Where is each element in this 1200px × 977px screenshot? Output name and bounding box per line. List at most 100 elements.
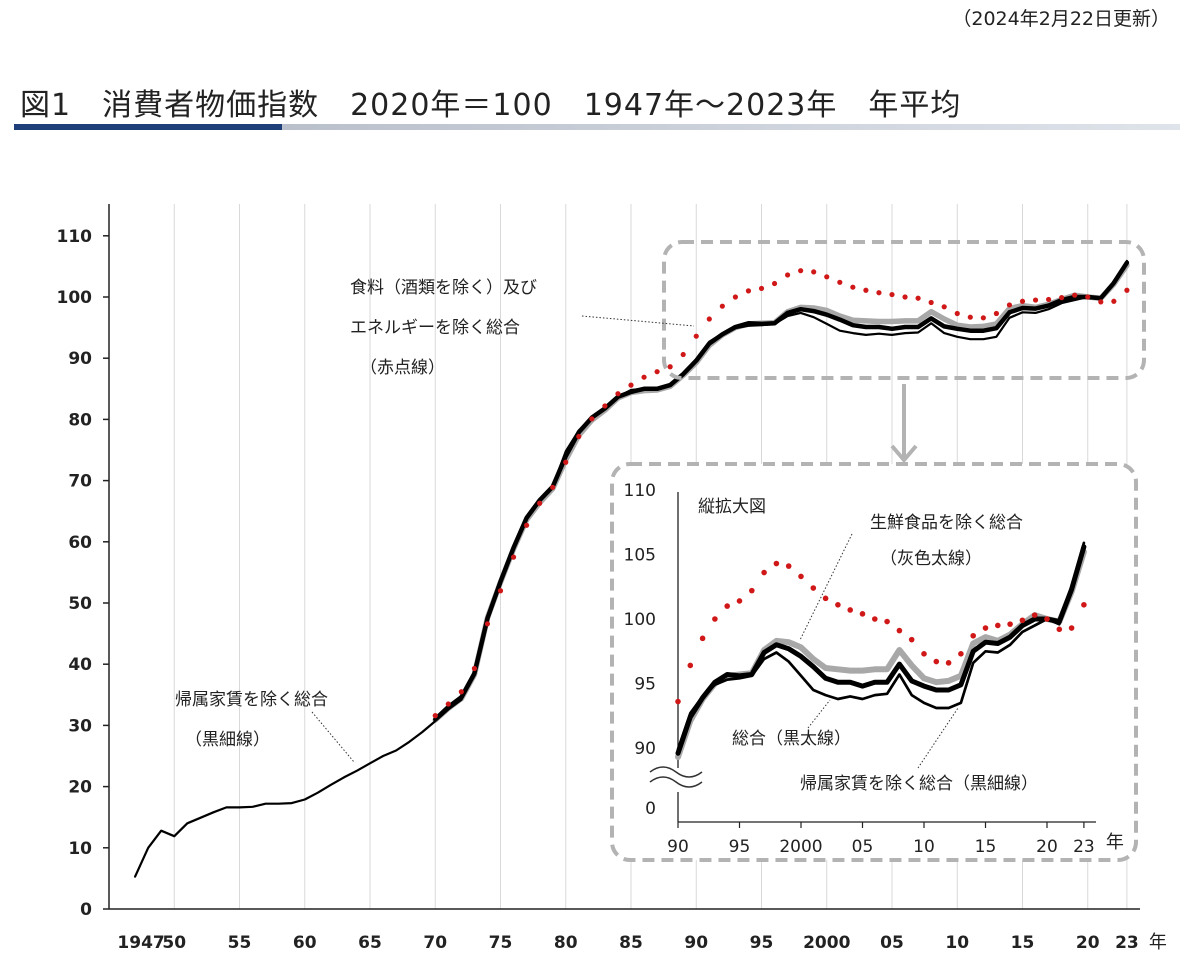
main-series-3-point-42 (980, 315, 986, 321)
inset-series-3-point-26 (749, 587, 755, 594)
inset-x-tick-label-5: 15 (975, 837, 997, 857)
main-series-3-point-43 (993, 310, 1000, 317)
inset-series-3-point-28 (773, 560, 780, 567)
main-series-3-point-35 (889, 291, 895, 298)
inset-x-tick-label-4: 10 (913, 837, 935, 857)
inset-series-3-point-52 (1068, 625, 1075, 631)
main-x-tick-label-14: 15 (1011, 933, 1035, 953)
inset-axis-break-upper (649, 766, 703, 778)
main-series-3-point-23 (732, 294, 739, 300)
main-series-3-point-0 (432, 713, 438, 719)
main-y-tick-label-5: 50 (68, 594, 92, 614)
inset-axis-break-lower (649, 776, 703, 788)
main-series-3-point-25 (758, 285, 765, 292)
main-series-3-point-17 (654, 369, 660, 375)
inset-series-3-point-21 (687, 662, 694, 669)
main-x-tick-label-16: 23 (1115, 933, 1139, 953)
zoom-source-box (662, 240, 1146, 380)
main-y-tick-label-11: 110 (57, 227, 93, 247)
inset-x-tick-label-3: 05 (852, 837, 874, 857)
inset-series-3-point-41 (933, 658, 940, 665)
inset-series-3-point-44 (970, 632, 976, 639)
main-x-tick-label-8: 85 (619, 933, 643, 953)
main-series-3-point-10 (563, 459, 569, 465)
main-series-3-point-8 (537, 500, 543, 506)
main-x-tick-label-4: 65 (358, 933, 382, 953)
main-x-tick-label-10: 95 (750, 933, 774, 953)
main-x-tick-label-7: 80 (554, 933, 578, 953)
inset-series-3-point-35 (859, 611, 866, 617)
main-series-3-point-19 (680, 351, 686, 358)
main-series-3-point-30 (824, 274, 830, 280)
inset-x-tick-label-2: 2000 (779, 837, 822, 857)
main-series-3-point-33 (863, 287, 869, 293)
main-series-0-line (134, 259, 1129, 878)
main-series-3-point-34 (876, 290, 882, 296)
main-x-tick-label-0: 1947 (117, 933, 164, 953)
inset-series-3-point-50 (1044, 616, 1050, 622)
main-series-3-point-41 (967, 314, 973, 320)
inset-series-3-point-31 (810, 585, 817, 591)
total-leader (807, 699, 831, 729)
main-x-tick-label-1: 50 (162, 933, 186, 953)
main-series-3-point-50 (1085, 294, 1091, 300)
main-x-tick-label-11: 2000 (803, 933, 850, 953)
main-series-3-point-22 (719, 303, 725, 309)
main-series-3-point-14 (615, 391, 621, 397)
inset-y-tick-label-1: 90 (634, 739, 656, 759)
main-series-3-point-48 (1059, 295, 1065, 301)
main-series-3-point-9 (550, 484, 556, 490)
inset-series-3-point-45 (982, 625, 989, 631)
inset-y-tick-label-2: 95 (634, 675, 656, 695)
main-series-3-point-28 (798, 268, 804, 274)
inset-series-3-point-29 (785, 563, 792, 569)
inset-series-3-point-20 (675, 698, 681, 705)
inset-y-tick-label-4: 105 (624, 546, 656, 566)
main-x-tick-label-13: 10 (945, 933, 969, 953)
excl-fresh-label-line2: （灰色太線） (880, 549, 982, 569)
main-series-3-point-13 (602, 403, 608, 409)
main-series-3-point-52 (1111, 298, 1117, 304)
inset-series-3-point-48 (1019, 617, 1026, 624)
main-series-3-point-3 (471, 665, 477, 672)
main-x-unit: 年 (1149, 932, 1167, 953)
inset-chart-labels: 0 90 95 100 105 110 90 95 2000 05 10 15 20 23 年 (624, 481, 1124, 857)
inset-y-tick-label-0: 0 (645, 799, 656, 819)
main-x-tick-label-2: 55 (228, 933, 252, 953)
inset-series-3-point-53 (1081, 602, 1087, 608)
food-energy-leader (581, 315, 695, 327)
page-title: 図1 消費者物価指数 2020年＝100 1947年～2023年 年平均 (20, 88, 962, 123)
title-underline (14, 124, 1180, 130)
excl-rent-label-line1: 帰属家賃を除く総合 (175, 690, 328, 710)
inset-series-3-point-38 (896, 627, 903, 634)
main-y-tick-label-2: 20 (68, 778, 92, 798)
inset-series-3-point-40 (921, 651, 927, 657)
main-series-3-point-29 (811, 269, 817, 275)
inset-series-3-point-30 (798, 573, 804, 580)
main-series-3-point-53 (1124, 287, 1130, 293)
inset-title: 縦拡大図 (698, 497, 766, 517)
inset-series-3-point-27 (761, 569, 767, 576)
inset-x-unit: 年 (1106, 832, 1124, 853)
main-y-tick-label-9: 90 (68, 349, 92, 369)
main-series-3-point-15 (628, 382, 634, 388)
main-series-3-point-16 (641, 374, 647, 380)
main-series-3-point-27 (785, 272, 791, 278)
main-x-tick-label-5: 70 (423, 933, 447, 953)
inset-series-3-point-51 (1056, 626, 1063, 633)
main-x-tick-label-15: 20 (1076, 933, 1100, 953)
main-chart-axes (103, 204, 1140, 910)
inset-excl-rent-leader (917, 707, 959, 769)
main-series-3-point-7 (524, 522, 530, 528)
main-series-3-point-39 (941, 304, 947, 310)
main-y-tick-label-10: 100 (57, 288, 93, 308)
main-series-3-point-12 (589, 416, 595, 422)
main-y-tick-label-3: 30 (68, 716, 92, 736)
inset-x-tick-label-6: 20 (1036, 837, 1058, 857)
main-series-3-point-38 (928, 299, 934, 306)
main-series-3-point-4 (484, 621, 491, 627)
inset-series-3-point-42 (945, 660, 952, 666)
inset-series-3-point-43 (958, 651, 964, 657)
inset-y-tick-label-3: 100 (624, 610, 656, 630)
